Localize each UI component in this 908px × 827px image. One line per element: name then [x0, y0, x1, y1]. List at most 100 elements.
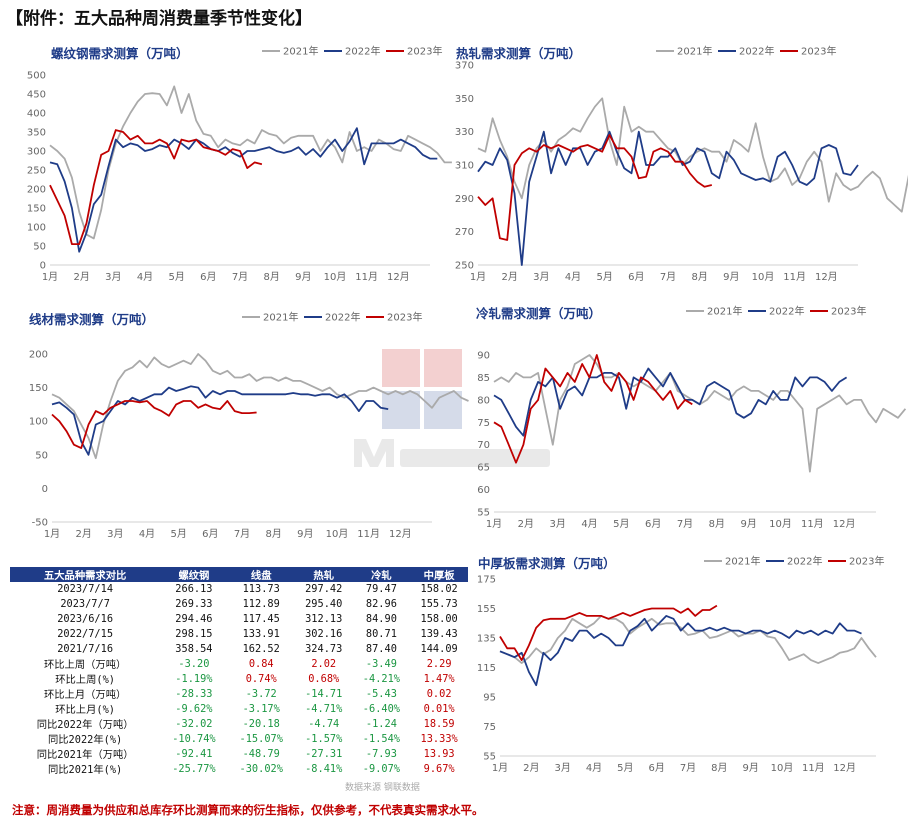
- footer-note: 注意：周消费量为供应和总库存环比测算而来的衍生指标，仅供参考，不代表真实需求水平…: [12, 803, 484, 817]
- series-line-2021年: [493, 354, 907, 473]
- table-row-label: 同比2021年(%): [47, 764, 123, 777]
- table-row-label: 2022/7/15: [57, 628, 114, 641]
- table-cell: -25.77%: [172, 762, 216, 775]
- x-tick-label: 12月: [387, 271, 410, 283]
- table-cell: 0.84: [248, 657, 274, 670]
- x-tick-label: 8月: [709, 518, 725, 530]
- legend-label: 2023年: [849, 555, 884, 568]
- table-cell: -9.07%: [362, 762, 400, 775]
- x-tick-label: 9月: [295, 271, 311, 283]
- cold-rolled-chart: 冷轧需求测算（万吨） 2021年 2022年 2023年 55 60 65 70 75 80 8…: [476, 305, 907, 530]
- table-cell: 117.45: [242, 613, 280, 626]
- table-header-cell: 热轧: [294, 567, 353, 582]
- y-tick-label: 60: [477, 485, 490, 496]
- y-tick-label: 250: [27, 166, 46, 177]
- table-cell: -14.71: [305, 687, 343, 700]
- x-tick-label: 1月: [42, 271, 58, 283]
- table-cell: 298.15: [175, 628, 213, 641]
- x-tick-label: 3月: [533, 271, 549, 283]
- table-cell: 144.09: [420, 643, 458, 655]
- table-row: 同比2021年（万吨） -92.41 -48.79 -27.31 -7.93 13.93: [10, 746, 468, 762]
- table-cell: 82.96: [365, 598, 397, 611]
- table-cell: 0.01%: [423, 702, 455, 715]
- y-tick-label: 115: [477, 663, 496, 674]
- y-tick-label: 85: [477, 373, 490, 384]
- y-tick-label: 0: [40, 261, 46, 272]
- y-tick-label: 500: [27, 71, 46, 82]
- x-tick-label: 12月: [389, 528, 412, 540]
- table-header-cell: 螺纹钢: [160, 567, 228, 582]
- y-tick-label: 75: [483, 722, 496, 733]
- x-tick-label: 10月: [769, 518, 792, 530]
- legend-label: 2021年: [263, 311, 298, 324]
- x-tick-label: 1月: [492, 762, 508, 774]
- table-cell: -4.71%: [305, 702, 343, 715]
- x-tick-label: 3月: [549, 518, 565, 530]
- series-line-2023年: [493, 354, 693, 464]
- x-tick-label: 9月: [742, 762, 758, 774]
- x-tick-label: 5月: [168, 271, 184, 283]
- page-title: 【附件：五大品种周消费量季节性变化】: [6, 9, 312, 29]
- x-tick-label: 7月: [677, 518, 693, 530]
- x-tick-label: 5月: [170, 528, 186, 540]
- legend-label: 2021年: [677, 45, 712, 58]
- table-cell: -8.41%: [305, 762, 343, 775]
- table-cell: 162.52: [242, 643, 280, 655]
- table-cell: -48.79: [242, 747, 280, 760]
- table-cell: 80.71: [365, 628, 397, 641]
- table-cell: 2.29: [426, 657, 452, 670]
- table-row-label: 同比2021年（万吨）: [36, 749, 134, 762]
- y-tick-label: 55: [483, 752, 496, 763]
- x-tick-label: 2月: [73, 271, 89, 283]
- table-row-label: 环比上月(%): [55, 704, 116, 717]
- table-cell: -32.02: [175, 717, 213, 730]
- table-cell: 302.16: [305, 628, 343, 641]
- table-row-label: 环比上周（万吨）: [43, 659, 127, 672]
- x-tick-label: 6月: [202, 528, 218, 540]
- y-tick-label: 150: [27, 204, 46, 215]
- table-cell: -27.31: [305, 747, 343, 760]
- x-tick-label: 12月: [833, 518, 856, 530]
- table-cell: 358.54: [175, 643, 213, 655]
- table-cell: -1.19%: [175, 672, 213, 685]
- table-row: 2021/7/16 358.54 162.52 324.73 87.40 144.09: [10, 642, 468, 657]
- legend: 2021年 2022年 2023年: [262, 45, 442, 58]
- table-row: 2023/7/14 266.13 113.73 297.42 79.47 158.02: [10, 582, 468, 597]
- table-cell: -3.72: [245, 687, 277, 700]
- table-cell: 158.00: [420, 613, 458, 626]
- y-tick-label: 300: [27, 147, 46, 158]
- chart-title: 热轧需求测算（万吨）: [456, 46, 581, 61]
- hot-rolled-chart: 热轧需求测算（万吨） 2021年 2022年 2023年 250 270 290 310 3…: [455, 45, 908, 283]
- x-tick-label: 11月: [355, 271, 378, 283]
- x-tick-label: 10月: [324, 271, 347, 283]
- table-cell: 0.02: [426, 687, 452, 700]
- demand-comparison-table: 五大品种需求对比 螺纹钢 线盘 热轧 冷轧 中厚板 2023/7/14 266.13 113.…: [10, 567, 468, 776]
- x-tick-label: 12月: [833, 762, 856, 774]
- y-tick-label: 200: [29, 350, 48, 361]
- table-cell: 0.68%: [308, 672, 340, 685]
- legend-label: 2022年: [739, 45, 774, 58]
- x-tick-label: 7月: [234, 528, 250, 540]
- series-line-2022年: [477, 130, 859, 266]
- x-tick-label: 8月: [711, 762, 727, 774]
- x-tick-label: 11月: [783, 271, 806, 283]
- x-tick-label: 6月: [628, 271, 644, 283]
- table-cell: 79.47: [365, 583, 397, 596]
- table-cell: 18.59: [423, 717, 455, 730]
- table-row: 2023/6/16 294.46 117.45 312.13 84.90 158.00: [10, 612, 468, 627]
- table-row: 环比上月(%) -9.62% -3.17% -4.71% -6.40% 0.01%: [10, 701, 468, 717]
- x-tick-label: 7月: [660, 271, 676, 283]
- y-tick-label: 400: [27, 109, 46, 120]
- table-cell: 0.74%: [245, 672, 277, 685]
- table-cell: 113.73: [242, 583, 280, 596]
- table-cell: 1.47%: [423, 672, 455, 685]
- x-tick-label: 12月: [815, 271, 838, 283]
- table-row: 2022/7/15 298.15 133.91 302.16 80.71 139.43: [10, 627, 468, 642]
- table-cell: -15.07%: [239, 732, 283, 745]
- table-cell: 9.67%: [423, 762, 455, 775]
- table-cell: -30.02%: [239, 762, 283, 775]
- table-row: 环比上周(%) -1.19% 0.74% 0.68% -4.21% 1.47%: [10, 671, 468, 687]
- table-cell: 2.02: [311, 657, 337, 670]
- legend-label: 2023年: [407, 45, 442, 58]
- y-tick-label: 95: [483, 693, 496, 704]
